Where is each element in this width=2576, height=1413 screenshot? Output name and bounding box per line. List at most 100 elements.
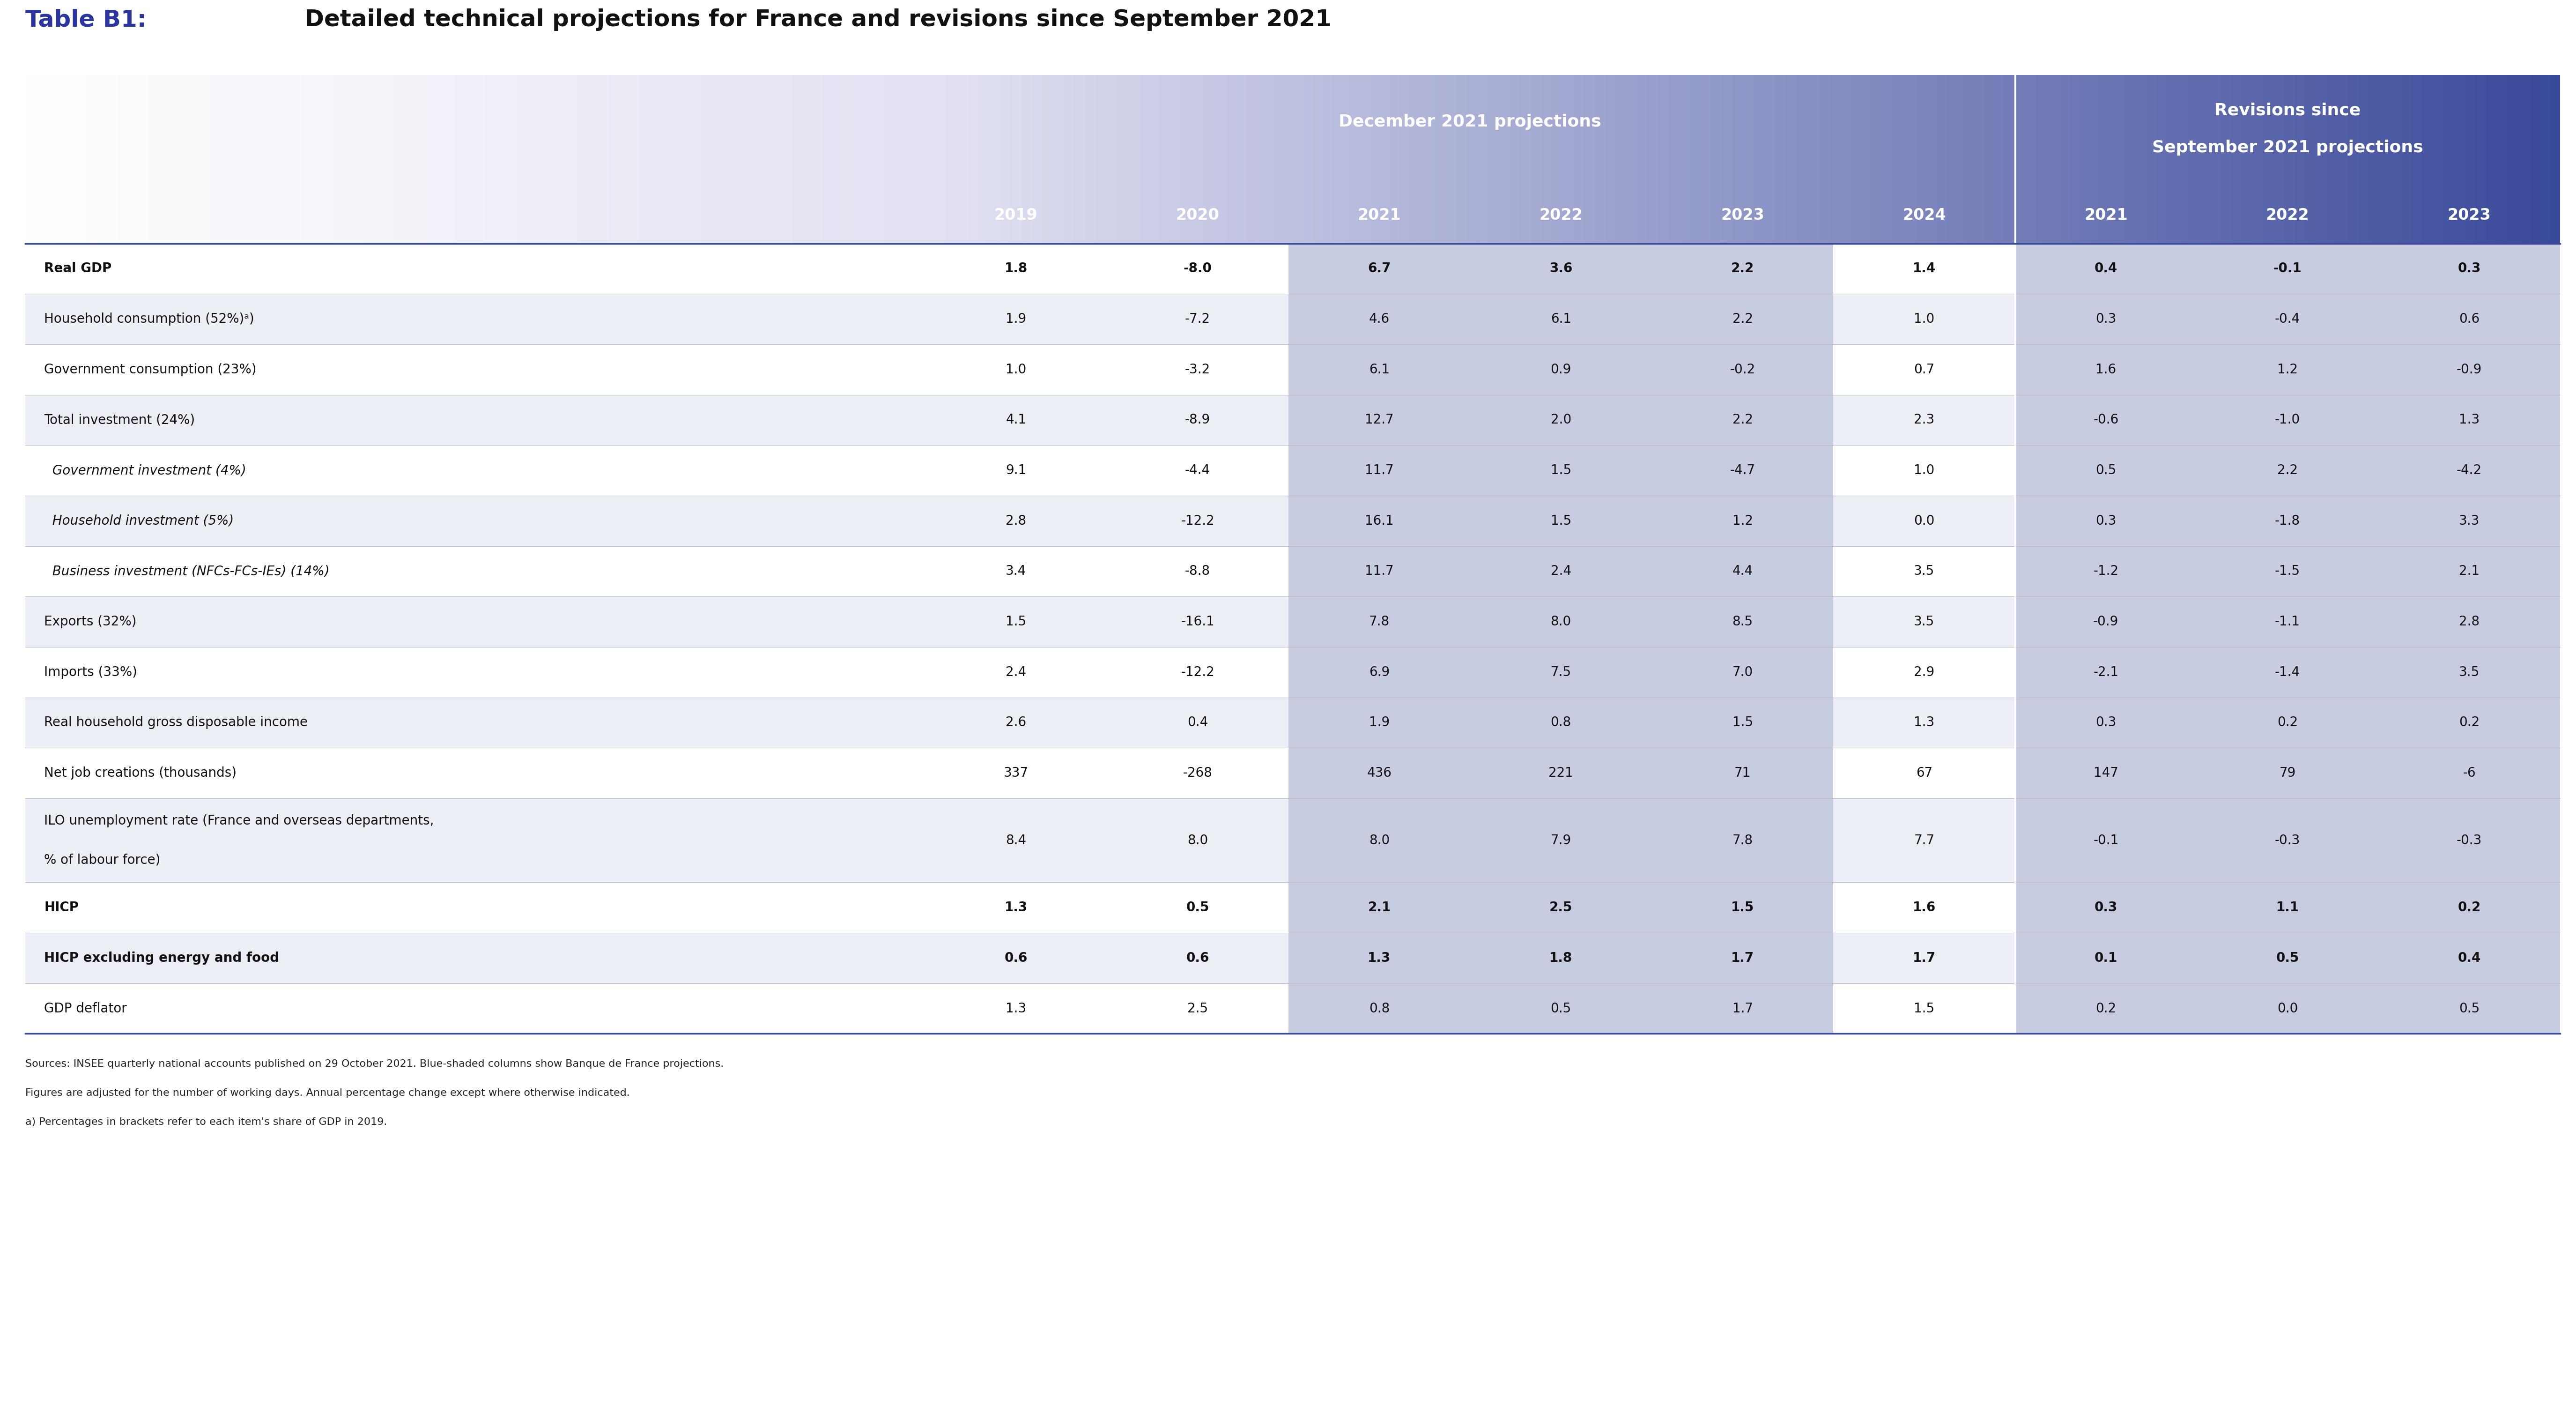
Bar (26, 596, 2561, 647)
Bar (2378, 698, 2561, 747)
Text: -0.1: -0.1 (2094, 834, 2117, 846)
Text: 1.6: 1.6 (2094, 363, 2117, 376)
Bar (1471, 698, 1651, 747)
Text: % of labour force): % of labour force) (44, 853, 160, 866)
Text: 2.2: 2.2 (1731, 414, 1752, 427)
Text: Household consumption (52%)ᵃ): Household consumption (52%)ᵃ) (44, 312, 255, 325)
Text: 0.3: 0.3 (2094, 901, 2117, 914)
Text: 0.2: 0.2 (2094, 1002, 2117, 1015)
Text: 0.5: 0.5 (1185, 901, 1208, 914)
Text: a) Percentages in brackets refer to each item's share of GDP in 2019.: a) Percentages in brackets refer to each… (26, 1118, 386, 1126)
Bar (2014, 747, 2197, 798)
Bar (2197, 445, 2378, 496)
Text: 147: 147 (2094, 766, 2117, 780)
Bar (2197, 882, 2378, 933)
Text: -1.1: -1.1 (2275, 615, 2300, 629)
Bar (2197, 345, 2378, 394)
Text: 2.4: 2.4 (1005, 666, 1025, 678)
Bar (1288, 983, 1471, 1034)
Text: -8.9: -8.9 (1185, 414, 1211, 427)
Text: -0.2: -0.2 (1731, 363, 1754, 376)
Text: 79: 79 (2280, 766, 2295, 780)
Text: Total investment (24%): Total investment (24%) (44, 414, 196, 427)
Text: HICP excluding energy and food: HICP excluding energy and food (44, 951, 278, 965)
Text: Figures are adjusted for the number of working days. Annual percentage change ex: Figures are adjusted for the number of w… (26, 1088, 631, 1098)
Bar (2197, 647, 2378, 698)
Text: 16.1: 16.1 (1365, 514, 1394, 527)
Bar (2197, 798, 2378, 882)
Text: -12.2: -12.2 (1180, 514, 1213, 527)
Text: Exports (32%): Exports (32%) (44, 615, 137, 629)
Bar (2378, 445, 2561, 496)
Bar (1651, 394, 1834, 445)
Bar (2197, 698, 2378, 747)
Bar (26, 882, 2561, 933)
Text: 8.0: 8.0 (1551, 615, 1571, 629)
Text: -0.1: -0.1 (2272, 261, 2303, 276)
Bar (1288, 698, 1471, 747)
Bar (26, 983, 2561, 1034)
Text: 1.8: 1.8 (1548, 951, 1571, 965)
Bar (1651, 882, 1834, 933)
Text: 9.1: 9.1 (1005, 463, 1025, 478)
Text: 0.3: 0.3 (2094, 716, 2117, 729)
Text: -1.2: -1.2 (2094, 565, 2117, 578)
Bar (1471, 496, 1651, 545)
Text: 3.5: 3.5 (2460, 666, 2481, 678)
Text: 221: 221 (1548, 766, 1574, 780)
Text: Imports (33%): Imports (33%) (44, 666, 137, 678)
Text: Real GDP: Real GDP (44, 261, 111, 276)
Text: 0.4: 0.4 (2458, 951, 2481, 965)
Text: -0.9: -0.9 (2094, 615, 2117, 629)
Text: GDP deflator: GDP deflator (44, 1002, 126, 1015)
Text: 2022: 2022 (2267, 208, 2308, 223)
Text: 0.8: 0.8 (1551, 716, 1571, 729)
Text: -4.2: -4.2 (2458, 463, 2481, 478)
Text: 2.0: 2.0 (1551, 414, 1571, 427)
Bar (2014, 394, 2197, 445)
Text: 1.5: 1.5 (1731, 901, 1754, 914)
Bar (1288, 596, 1471, 647)
Bar (1288, 445, 1471, 496)
Text: 2021: 2021 (1358, 208, 1401, 223)
Bar (2378, 496, 2561, 545)
Text: 2.5: 2.5 (1548, 901, 1571, 914)
Text: 1.6: 1.6 (1914, 901, 1935, 914)
Text: 0.3: 0.3 (2094, 514, 2117, 527)
Bar (1288, 647, 1471, 698)
Bar (1288, 294, 1471, 345)
Bar (26, 933, 2561, 983)
Bar (26, 747, 2561, 798)
Bar (2378, 243, 2561, 294)
Bar (2378, 647, 2561, 698)
Text: 1.3: 1.3 (1005, 1002, 1025, 1015)
Text: 71: 71 (1734, 766, 1752, 780)
Bar (2197, 294, 2378, 345)
Text: Net job creations (thousands): Net job creations (thousands) (44, 766, 237, 780)
Text: 0.2: 0.2 (2277, 716, 2298, 729)
Bar (2197, 596, 2378, 647)
Text: 2024: 2024 (1904, 208, 1945, 223)
Bar (1288, 798, 1471, 882)
Text: 11.7: 11.7 (1365, 463, 1394, 478)
Text: 2.9: 2.9 (1914, 666, 1935, 678)
Text: 1.5: 1.5 (1914, 1002, 1935, 1015)
Text: -3.2: -3.2 (1185, 363, 1211, 376)
Bar (26, 345, 2561, 394)
Text: 436: 436 (1368, 766, 1391, 780)
Text: 0.1: 0.1 (2094, 951, 2117, 965)
Text: -0.9: -0.9 (2458, 363, 2481, 376)
Bar (2378, 983, 2561, 1034)
Text: 4.1: 4.1 (1005, 414, 1025, 427)
Text: 8.5: 8.5 (1731, 615, 1752, 629)
Text: 1.0: 1.0 (1005, 363, 1025, 376)
Text: 2019: 2019 (994, 208, 1038, 223)
Text: 4.6: 4.6 (1368, 312, 1388, 325)
Text: 2.1: 2.1 (2460, 565, 2481, 578)
Text: Government investment (4%): Government investment (4%) (44, 463, 247, 478)
Bar (2197, 983, 2378, 1034)
Bar (1471, 647, 1651, 698)
Text: 2020: 2020 (1175, 208, 1218, 223)
Text: 11.7: 11.7 (1365, 565, 1394, 578)
Text: 6.1: 6.1 (1551, 312, 1571, 325)
